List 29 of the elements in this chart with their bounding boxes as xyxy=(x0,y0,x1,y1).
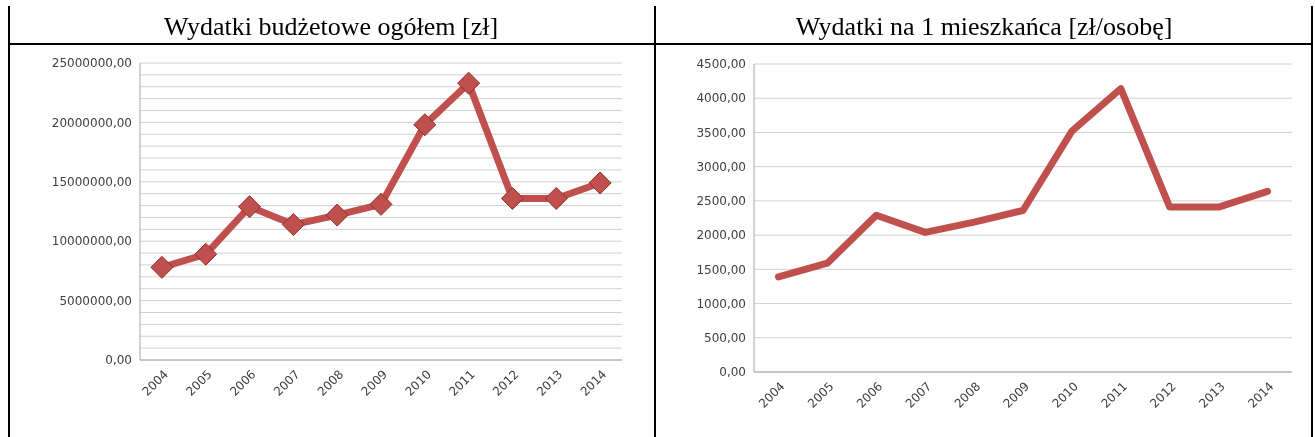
point xyxy=(457,71,481,95)
y-tick-label: 20000000,00 xyxy=(51,115,132,130)
y-tick-label: 15000000,00 xyxy=(51,175,132,189)
point xyxy=(369,192,393,216)
point xyxy=(413,113,437,137)
y-tick-label: 0,00 xyxy=(105,353,132,368)
point xyxy=(238,195,262,219)
y-tick-label: 4500,00 xyxy=(696,57,746,72)
y-tick-label: 500,00 xyxy=(704,330,746,345)
point xyxy=(500,186,524,210)
y-tick-label: 2500,00 xyxy=(696,194,746,209)
y-tick-label: 2000,00 xyxy=(696,228,746,243)
point xyxy=(588,171,612,195)
y-tick-label: 0,00 xyxy=(719,365,746,380)
point xyxy=(544,186,568,210)
y-tick-label: 1000,00 xyxy=(696,296,746,311)
point xyxy=(325,203,349,227)
y-tick-label: 3500,00 xyxy=(696,125,746,140)
point xyxy=(150,255,174,279)
y-tick-label: 3000,00 xyxy=(696,159,746,174)
y-tick-label: 1500,00 xyxy=(696,262,746,277)
y-tick-label: 4000,00 xyxy=(696,91,746,106)
y-tick-label: 5000000,00 xyxy=(59,293,132,308)
chart-title: Wydatki budżetowe ogółem [zł] xyxy=(163,12,499,41)
point xyxy=(194,242,218,266)
point xyxy=(281,213,305,237)
chart-title: Wydatki na 1 mieszkańca [zł/osobę] xyxy=(795,12,1173,41)
y-tick-label: 10000000,00 xyxy=(51,234,132,249)
y-tick-label: 25000000,00 xyxy=(51,56,132,71)
